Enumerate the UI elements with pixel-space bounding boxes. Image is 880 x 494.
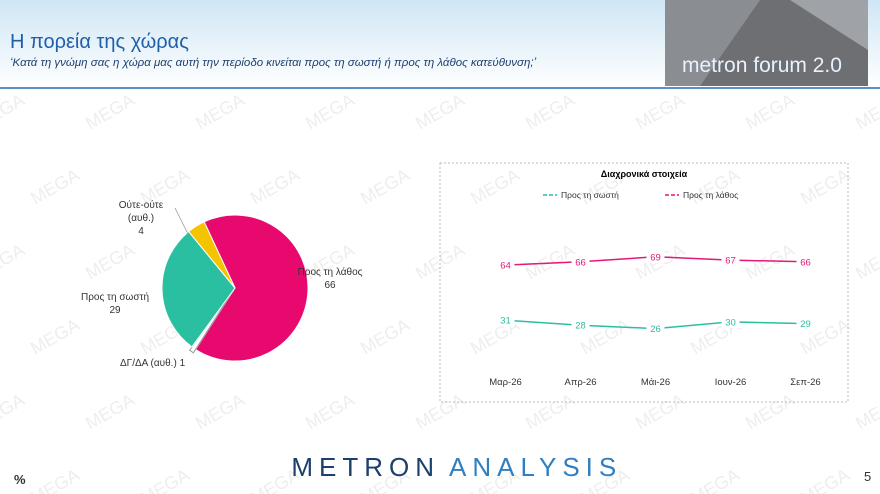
- watermark-text: MEGA: [0, 390, 28, 434]
- pie-label: Προς τη σωστή 29: [75, 291, 155, 317]
- watermark-text: MEGA: [742, 390, 798, 434]
- pie-label-name: Προς τη σωστή: [80, 292, 150, 303]
- watermark-text: MEGA: [467, 165, 523, 209]
- data-label-bg: [646, 249, 665, 263]
- pie-slice: [161, 230, 236, 348]
- watermark-text: MEGA: [797, 165, 853, 209]
- logo-left: METRON: [291, 452, 440, 482]
- watermark-text: MEGA: [687, 465, 743, 494]
- data-label-bg: [571, 318, 590, 332]
- watermark-text: MEGA: [742, 90, 798, 134]
- data-label-bg: [571, 254, 590, 268]
- pie-label-value: 1: [179, 358, 186, 369]
- unit-label: %: [14, 472, 26, 487]
- watermark-text: MEGA: [852, 90, 880, 134]
- data-label: 66: [575, 257, 586, 268]
- watermark-text: MEGA: [412, 90, 468, 134]
- data-label: 29: [800, 319, 811, 330]
- watermark-text: MEGA: [302, 90, 358, 134]
- line-chart-title: Διαχρονικά στοιχεία: [601, 169, 688, 179]
- watermark-text: MEGA: [0, 90, 28, 134]
- watermark-text: MEGA: [0, 240, 28, 284]
- data-label-bg: [496, 313, 515, 327]
- pie-label-name: ΔΓ/ΔΑ (αυθ.): [120, 358, 177, 369]
- slide-title: Η πορεία της χώρας: [10, 31, 189, 53]
- badge-facet: [665, 0, 760, 86]
- data-label-bg: [721, 253, 740, 267]
- watermark-text: MEGA: [357, 315, 413, 359]
- pie-label-value: 66: [324, 280, 336, 291]
- pie-label: Προς τη λάθος 66: [295, 266, 365, 292]
- watermark-text: MEGA: [357, 165, 413, 209]
- data-label-bg: [646, 321, 665, 335]
- watermark-text: MEGA: [192, 90, 248, 134]
- watermark-text: MEGA: [797, 465, 853, 494]
- x-tick-label: Απρ-26: [564, 377, 596, 388]
- watermark-text: MEGA: [82, 90, 138, 134]
- legend-label: Προς τη σωστή: [561, 190, 619, 200]
- data-label: 30: [725, 317, 736, 328]
- pie-slice: [188, 291, 234, 354]
- watermark-text: MEGA: [632, 390, 688, 434]
- watermark-text: MEGA: [247, 165, 303, 209]
- data-label-bg: [796, 254, 815, 268]
- badge-facet: [790, 0, 868, 50]
- data-label-bg: [721, 314, 740, 328]
- watermark-text: MEGA: [302, 390, 358, 434]
- watermark-text: MEGA: [27, 465, 83, 494]
- watermark-text: MEGA: [82, 390, 138, 434]
- x-tick-label: Μάι-26: [641, 377, 670, 388]
- logo-right: ANALYSIS: [449, 452, 622, 482]
- pie-label-value: 29: [109, 305, 121, 316]
- data-label: 66: [800, 257, 811, 268]
- data-label: 69: [650, 252, 661, 263]
- pie-label-name: Ούτε-ούτε (αυθ.): [118, 200, 164, 224]
- pie-label-value: 4: [138, 226, 144, 237]
- watermark-text: MEGA: [27, 165, 83, 209]
- watermark-text: MEGA: [522, 90, 578, 134]
- line-chart-frame: [439, 162, 849, 403]
- page-number: 5: [864, 469, 871, 484]
- pie-label-name: Προς τη λάθος: [297, 267, 363, 278]
- pie-label: Ούτε-ούτε (αυθ.) 4: [112, 199, 170, 238]
- watermark-text: MEGA: [632, 90, 688, 134]
- leader-line: [174, 207, 189, 235]
- x-tick-label: Μαρ-26: [489, 377, 522, 388]
- pie-slice: [187, 221, 236, 289]
- badge-text: metron forum 2.0: [682, 54, 842, 77]
- watermark-text: MEGA: [852, 240, 880, 284]
- data-label-bg: [796, 316, 815, 330]
- slide-subtitle: ‘Κατά τη γνώμη σας η χώρα μας αυτή την π…: [10, 57, 537, 69]
- data-label: 26: [650, 324, 661, 335]
- data-label: 64: [500, 261, 511, 272]
- legend-label: Προς τη λάθος: [683, 190, 738, 200]
- watermark-text: MEGA: [27, 315, 83, 359]
- watermark-text: MEGA: [82, 240, 138, 284]
- x-tick-label: Ιουν-26: [715, 377, 747, 388]
- data-label: 67: [725, 256, 736, 267]
- x-tick-label: Σεπ-26: [790, 377, 820, 388]
- watermark-text: MEGA: [687, 165, 743, 209]
- pie-slice: [194, 214, 309, 362]
- data-label: 31: [500, 316, 511, 327]
- data-label: 28: [575, 321, 586, 332]
- watermark-text: MEGA: [192, 390, 248, 434]
- pie-label: ΔΓ/ΔΑ (αυθ.) 1: [120, 357, 185, 370]
- watermark-text: MEGA: [852, 390, 880, 434]
- data-label-bg: [496, 258, 515, 272]
- watermark-text: MEGA: [137, 465, 193, 494]
- watermark-text: MEGA: [522, 390, 578, 434]
